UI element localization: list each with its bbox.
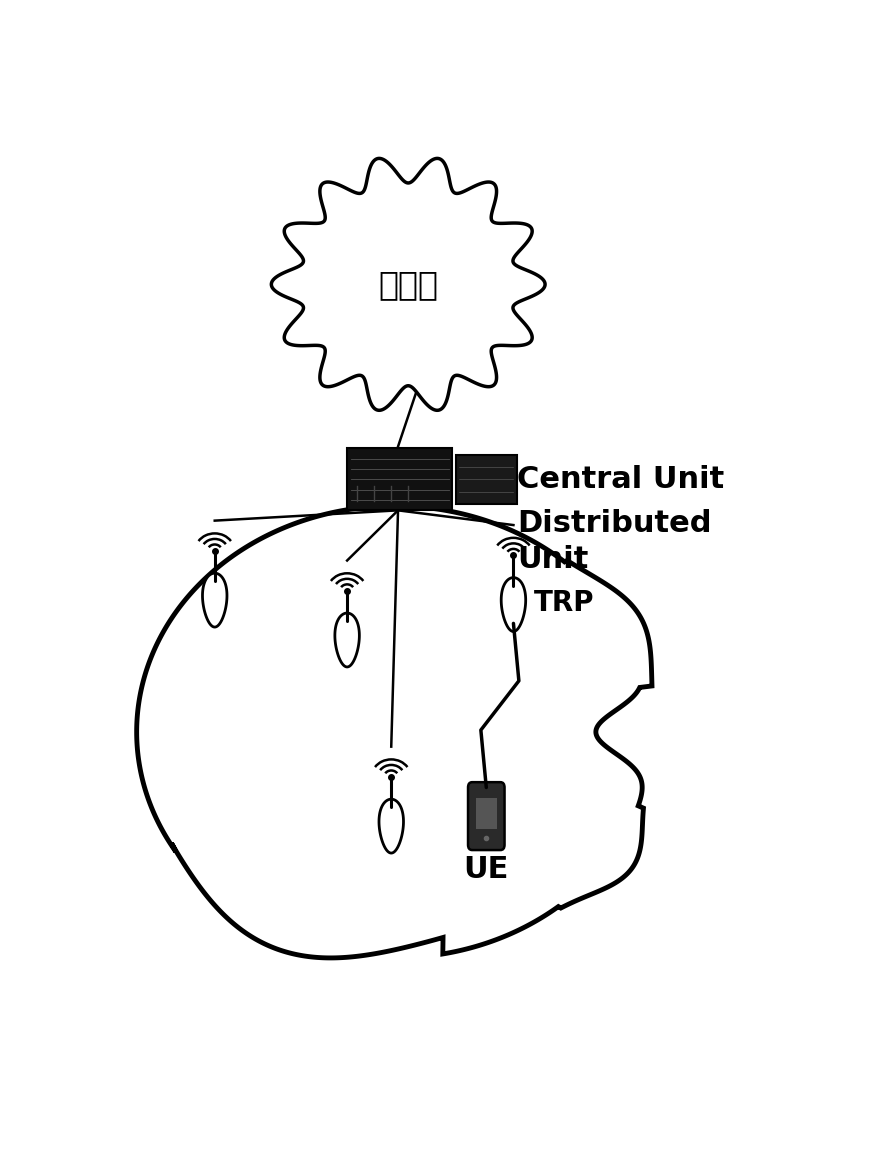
Bar xyxy=(456,455,517,504)
Text: UE: UE xyxy=(463,855,509,884)
Text: Distributed
Unit: Distributed Unit xyxy=(517,509,711,574)
Text: Central Unit: Central Unit xyxy=(517,465,724,494)
FancyBboxPatch shape xyxy=(476,798,497,829)
Polygon shape xyxy=(335,613,359,666)
FancyBboxPatch shape xyxy=(468,783,505,851)
Text: TRP: TRP xyxy=(533,588,594,617)
Bar xyxy=(347,449,452,510)
Polygon shape xyxy=(501,578,526,632)
Polygon shape xyxy=(379,799,404,853)
Polygon shape xyxy=(202,573,227,627)
Text: 核心网: 核心网 xyxy=(378,268,438,300)
Polygon shape xyxy=(272,159,545,410)
